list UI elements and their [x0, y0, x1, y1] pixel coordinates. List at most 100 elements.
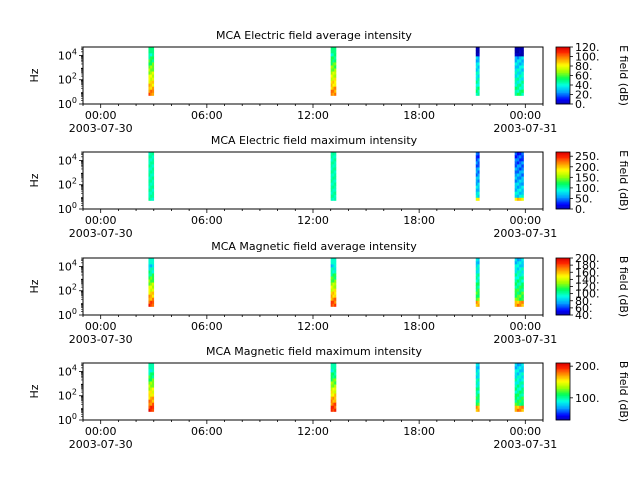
colorbar-swatch	[556, 98, 570, 101]
heatmap-cell	[521, 185, 524, 189]
heatmap-cell	[477, 167, 480, 171]
heatmap-cell	[514, 396, 518, 400]
heatmap-cell	[152, 396, 155, 400]
colorbar-swatch	[556, 260, 570, 263]
colorbar-swatch	[556, 68, 570, 71]
heatmap-cell	[477, 179, 480, 183]
heatmap-cell	[516, 363, 520, 367]
panel-title: MCA Magnetic field maximum intensity	[206, 345, 422, 358]
heatmap-cell	[150, 261, 153, 265]
heatmap-cell	[475, 375, 478, 379]
heatmap-cell	[477, 408, 480, 412]
colorbar-swatch	[556, 47, 570, 49]
heatmap-cell	[475, 405, 478, 409]
colorbar-tick-label: 150.	[575, 171, 600, 184]
heatmap-cell	[332, 258, 335, 262]
heatmap-cell	[477, 402, 480, 406]
heatmap-cell	[475, 270, 478, 274]
colorbar-swatch	[556, 418, 570, 421]
colorbar-swatch	[556, 273, 570, 276]
heatmap-cell	[514, 86, 518, 90]
heatmap-cell	[477, 267, 480, 271]
heatmap-cell	[477, 387, 480, 391]
heatmap-cell	[334, 288, 337, 292]
colorbar-tick-label: 140.	[575, 273, 600, 286]
heatmap-cell	[475, 89, 478, 93]
heatmap-cell	[521, 92, 524, 96]
heatmap-cell	[514, 273, 518, 277]
colorbar-swatch	[556, 75, 570, 78]
colorbar-swatch	[556, 199, 570, 201]
heatmap-cell	[514, 408, 518, 412]
heatmap-cell	[521, 170, 524, 174]
heatmap-cell	[519, 276, 522, 280]
heatmap-cell	[152, 56, 155, 60]
heatmap-cell	[521, 152, 524, 156]
heatmap-cell	[148, 291, 151, 295]
heatmap-cell	[519, 291, 522, 295]
colorbar-swatch	[556, 402, 570, 405]
colorbar-tick-label: 80.	[575, 60, 593, 73]
heatmap-cell	[150, 161, 153, 165]
heatmap-cell	[475, 47, 478, 51]
heatmap-cell	[150, 402, 153, 406]
heatmap-cell	[150, 74, 153, 78]
colorbar-tick-label: 200.	[575, 252, 600, 265]
colorbar-swatch	[556, 390, 570, 392]
heatmap-cell	[516, 86, 520, 90]
heatmap-cell	[152, 267, 155, 271]
heatmap-cell	[516, 158, 520, 162]
heatmap-cell	[148, 164, 151, 168]
heatmap-cell	[150, 86, 153, 90]
heatmap-cell	[521, 282, 524, 286]
heatmap-cell	[519, 405, 522, 409]
colorbar-swatch	[556, 295, 570, 297]
heatmap-cell	[150, 179, 153, 183]
heatmap-cell	[334, 59, 337, 63]
heatmap-cell	[332, 176, 335, 180]
heatmap-cell	[521, 381, 524, 385]
heatmap-cell	[521, 182, 524, 186]
heatmap-cell	[148, 366, 151, 370]
heatmap-cell	[150, 53, 153, 57]
heatmap-cell	[334, 276, 337, 280]
heatmap-cell	[514, 167, 518, 171]
heatmap-cell	[519, 161, 522, 165]
heatmap-cell	[150, 381, 153, 385]
heatmap-cell	[519, 384, 522, 388]
heatmap-cell	[150, 294, 153, 298]
heatmap-cell	[150, 77, 153, 81]
heatmap-cell	[152, 384, 155, 388]
heatmap-cell	[514, 59, 518, 63]
heatmap-cell	[521, 369, 524, 373]
heatmap-cell	[519, 393, 522, 397]
heatmap-cell	[519, 282, 522, 286]
y-tick-label: 102	[58, 388, 77, 403]
heatmap-cell	[332, 276, 335, 280]
heatmap-cell	[519, 390, 522, 394]
heatmap-cell	[332, 387, 335, 391]
heatmap-cell	[477, 92, 480, 96]
heatmap-cell	[330, 197, 333, 201]
heatmap-cell	[477, 300, 480, 304]
heatmap-cell	[148, 86, 151, 90]
colorbar-swatch	[556, 272, 570, 274]
heatmap-cell	[475, 56, 478, 60]
colorbar-swatch	[556, 299, 570, 302]
heatmap-cell	[150, 267, 153, 271]
heatmap-cell	[152, 258, 155, 262]
heatmap-cell	[150, 378, 153, 382]
heatmap-cell	[148, 80, 151, 84]
heatmap-cell	[334, 267, 337, 271]
heatmap-cell	[334, 62, 337, 66]
heatmap-cell	[514, 185, 518, 189]
heatmap-cell	[334, 71, 337, 75]
heatmap-cell	[475, 390, 478, 394]
heatmap-cell	[332, 279, 335, 283]
colorbar-swatch	[556, 280, 570, 283]
colorbar-swatch	[556, 85, 570, 88]
heatmap-cell	[516, 366, 520, 370]
y-tick-label: 100	[58, 307, 77, 322]
heatmap-cell	[516, 294, 520, 298]
heatmap-cell	[334, 270, 337, 274]
